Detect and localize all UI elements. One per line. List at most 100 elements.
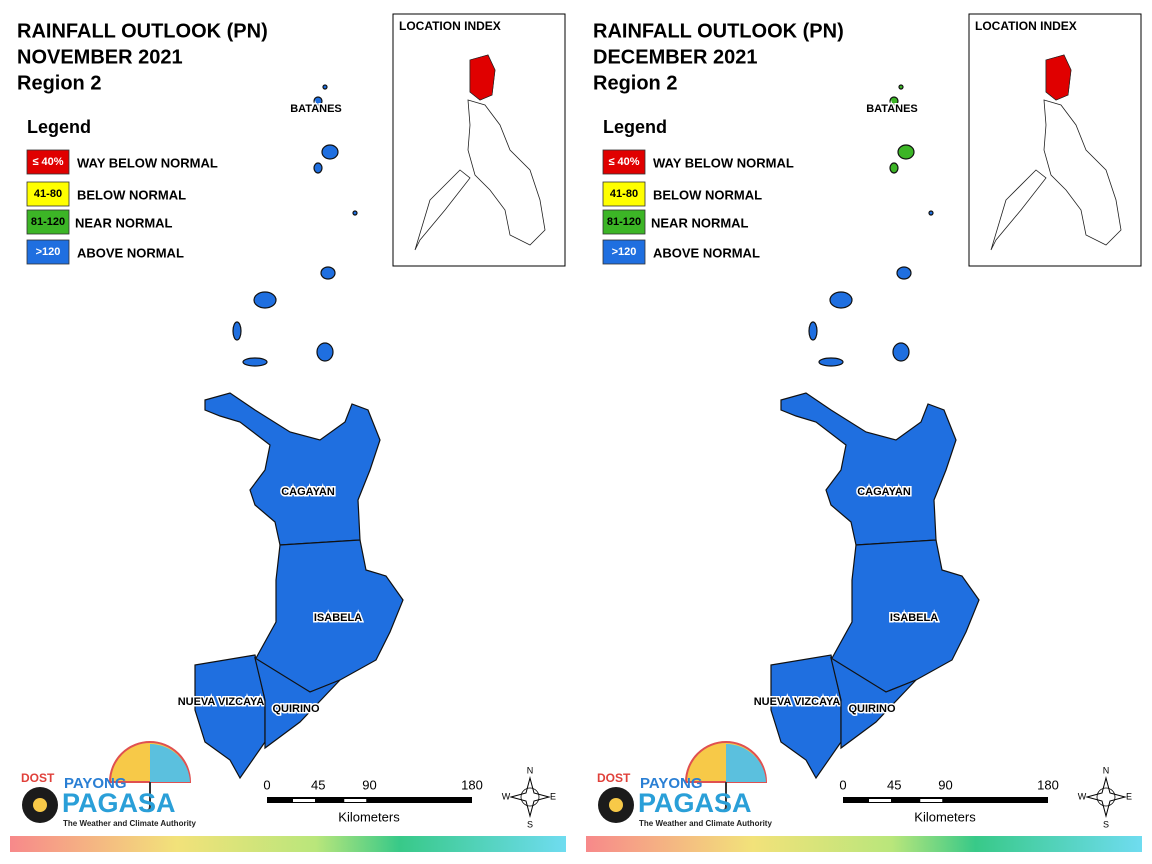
island — [352, 210, 358, 216]
scale-bar — [843, 797, 1048, 803]
legend-label: WAY BELOW NORMAL — [77, 155, 218, 170]
compass-rose — [509, 776, 551, 818]
legend-swatch-label: ≤ 40% — [32, 156, 63, 168]
province — [770, 654, 842, 780]
scale-tick-label: 45 — [311, 777, 325, 792]
scale-unit: Kilometers — [914, 809, 976, 824]
island — [928, 210, 934, 216]
island — [320, 266, 336, 280]
legend-swatch — [26, 181, 70, 207]
island — [897, 144, 915, 160]
province-label: BATANES — [866, 103, 918, 115]
legend-swatch — [602, 149, 646, 175]
umbrella-handle — [719, 782, 727, 812]
legend-swatch — [26, 239, 70, 265]
map-title: Region 2 — [593, 72, 677, 94]
logo-payong: PAYONG — [64, 775, 127, 792]
umbrella-right — [726, 743, 766, 782]
province — [830, 656, 917, 750]
compass-rose — [1085, 776, 1127, 818]
legend-swatch — [602, 209, 646, 235]
logo-tagline: The Weather and Climate Authority — [63, 819, 196, 828]
legend-label: BELOW NORMAL — [653, 187, 762, 202]
footer-band — [586, 836, 1142, 852]
scale-tick-label: 0 — [839, 777, 846, 792]
scale-bar-segment — [344, 799, 367, 802]
compass-letter: W — [1078, 791, 1087, 801]
legend-swatch-label: 81-120 — [31, 216, 65, 228]
logo-dost: DOST — [21, 771, 55, 785]
province — [830, 539, 980, 693]
island — [889, 96, 899, 106]
scale-tick-label: 0 — [263, 777, 270, 792]
scale-unit: Kilometers — [338, 809, 400, 824]
island — [253, 291, 277, 309]
province-label: CAGAYAN — [281, 486, 335, 498]
scale-bar — [267, 797, 472, 803]
legend-swatch-label: >120 — [36, 246, 61, 258]
location-index-title: LOCATION INDEX — [975, 19, 1077, 33]
region-highlight — [1045, 54, 1072, 101]
map-title: RAINFALL OUTLOOK (PN) — [17, 20, 268, 42]
island — [313, 96, 323, 106]
legend-label: BELOW NORMAL — [77, 187, 186, 202]
umbrella-handle — [143, 782, 151, 812]
province-label: NUEVA VIZCAYA — [178, 696, 265, 708]
legend-swatch-label: ≤ 40% — [608, 156, 639, 168]
compass-letter: E — [1126, 791, 1132, 801]
island — [242, 357, 268, 367]
compass-letter: N — [527, 765, 534, 775]
island — [889, 162, 899, 174]
island — [322, 84, 328, 90]
island — [808, 321, 818, 341]
island — [321, 144, 339, 160]
logo-dost: DOST — [597, 771, 631, 785]
scale-tick-label: 90 — [362, 777, 376, 792]
panel: RAINFALL OUTLOOK (PN) NOVEMBER 2021 Region… — [10, 13, 566, 852]
scale-tick-label: 45 — [887, 777, 901, 792]
map-title: NOVEMBER 2021 — [17, 46, 183, 68]
legend-label: NEAR NORMAL — [75, 215, 173, 230]
compass-ring — [1096, 787, 1116, 807]
dost-emblem-center — [609, 798, 623, 812]
province — [194, 654, 266, 780]
province-label: ISABELA — [890, 612, 938, 624]
scale-tick-label: 180 — [1037, 777, 1059, 792]
legend-swatch — [602, 181, 646, 207]
compass-letter: E — [550, 791, 556, 801]
dost-emblem-center — [33, 798, 47, 812]
legend-label: ABOVE NORMAL — [77, 245, 184, 260]
footer-band — [10, 836, 566, 852]
legend-title: Legend — [603, 117, 667, 137]
legend-swatch-label: 41-80 — [610, 188, 638, 200]
legend-swatch-label: 41-80 — [34, 188, 62, 200]
province — [254, 539, 404, 693]
scale-bar-segment — [869, 799, 891, 802]
scale-bar-segment — [293, 799, 315, 802]
province-label: QUIRINO — [848, 703, 896, 715]
scale-bar-segment — [920, 799, 943, 802]
island — [313, 162, 323, 174]
island — [896, 266, 912, 280]
logo-pagasa: PAGASA — [62, 788, 176, 818]
province-label: QUIRINO — [272, 703, 320, 715]
compass-letter: S — [1103, 819, 1109, 829]
compass-ring — [520, 787, 540, 807]
location-index-title: LOCATION INDEX — [399, 19, 501, 33]
logo-pagasa: PAGASA — [638, 788, 752, 818]
legend-swatch-label: 81-120 — [607, 216, 641, 228]
map-title: RAINFALL OUTLOOK (PN) — [593, 20, 844, 42]
legend-swatch — [26, 149, 70, 175]
compass-letter: W — [502, 791, 511, 801]
island — [232, 321, 242, 341]
island — [829, 291, 853, 309]
legend-swatch — [26, 209, 70, 235]
legend-swatch-label: >120 — [612, 246, 637, 258]
logo-payong: PAYONG — [640, 775, 703, 792]
province-label: NUEVA VIZCAYA — [754, 696, 841, 708]
map-title: DECEMBER 2021 — [593, 46, 758, 68]
island — [818, 357, 844, 367]
province — [780, 392, 957, 546]
legend-swatch — [602, 239, 646, 265]
